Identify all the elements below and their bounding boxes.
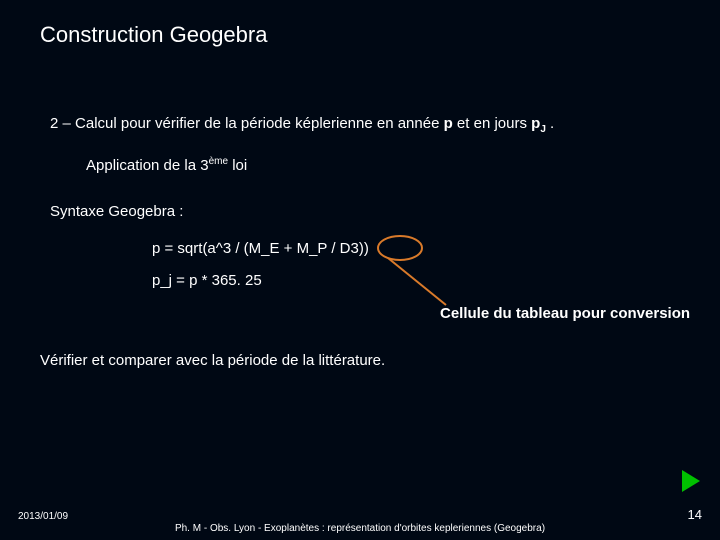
annotation-line [388,258,446,305]
slide-title: Construction Geogebra [40,22,267,48]
formula-pj: p_j = p * 365. 25 [152,272,262,289]
page-number: 14 [688,507,702,522]
formula-p: p = sqrt(a^3 / (M_E + M_P / D3)) [152,240,369,257]
text: 2 – Calcul pour vérifier de la période k… [50,115,444,132]
syntax-label: Syntaxe Geogebra : [50,203,183,220]
var-pj-p: p [531,115,540,132]
footer-credits: Ph. M - Obs. Lyon - Exoplanètes : représ… [160,523,560,534]
footer-date: 2013/01/09 [18,511,68,522]
text: Application de la 3 [86,157,209,174]
var-p: p [444,115,453,132]
annotation-arrow [0,0,720,540]
text: loi [228,157,247,174]
heading-step2: 2 – Calcul pour vérifier de la période k… [50,115,554,135]
annotation-ellipse [378,236,422,260]
subheading-application: Application de la 3ème loi [86,156,247,174]
text: et en jours [453,115,531,132]
text: . [546,115,554,132]
next-button[interactable] [682,470,700,492]
conversion-note: Cellule du tableau pour conversion [440,305,690,322]
verify-text: Vérifier et comparer avec la période de … [40,352,385,369]
ordinal-sup: ème [209,156,228,167]
